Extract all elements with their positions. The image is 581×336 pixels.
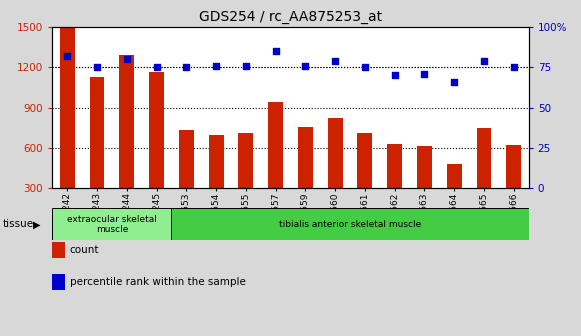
Bar [328, 118, 343, 188]
Point [92, 65, 102, 70]
Bar [357, 133, 372, 188]
Text: percentile rank within the sample: percentile rank within the sample [70, 277, 246, 287]
Point [241, 63, 250, 68]
Bar [268, 102, 283, 188]
Point [450, 79, 459, 84]
Bar [507, 145, 521, 188]
Bar [149, 72, 164, 188]
Point [420, 71, 429, 76]
Bar [179, 130, 193, 188]
Point [479, 58, 489, 64]
Point [509, 65, 518, 70]
Point [301, 63, 310, 68]
Point [390, 73, 399, 78]
Title: GDS254 / rc_AA875253_at: GDS254 / rc_AA875253_at [199, 10, 382, 25]
Bar [417, 146, 432, 188]
Bar [119, 55, 134, 188]
Text: extraocular skeletal
muscle: extraocular skeletal muscle [67, 215, 157, 234]
Bar [238, 133, 253, 188]
Text: tibialis anterior skeletal muscle: tibialis anterior skeletal muscle [279, 220, 421, 229]
Bar [89, 77, 105, 188]
Point [182, 65, 191, 70]
Bar [388, 144, 402, 188]
Bar [447, 164, 462, 188]
Bar [171, 208, 529, 240]
Bar [476, 128, 492, 188]
Point [271, 48, 280, 54]
Point [211, 63, 221, 68]
Bar [60, 28, 74, 188]
Text: count: count [70, 245, 99, 255]
Point [360, 65, 370, 70]
Text: ▶: ▶ [33, 219, 40, 229]
Bar [52, 208, 171, 240]
Point [331, 58, 340, 64]
Bar [209, 135, 224, 188]
Bar [298, 127, 313, 188]
Point [122, 56, 131, 62]
Text: tissue: tissue [3, 219, 34, 229]
Point [63, 53, 72, 58]
Point [152, 65, 161, 70]
